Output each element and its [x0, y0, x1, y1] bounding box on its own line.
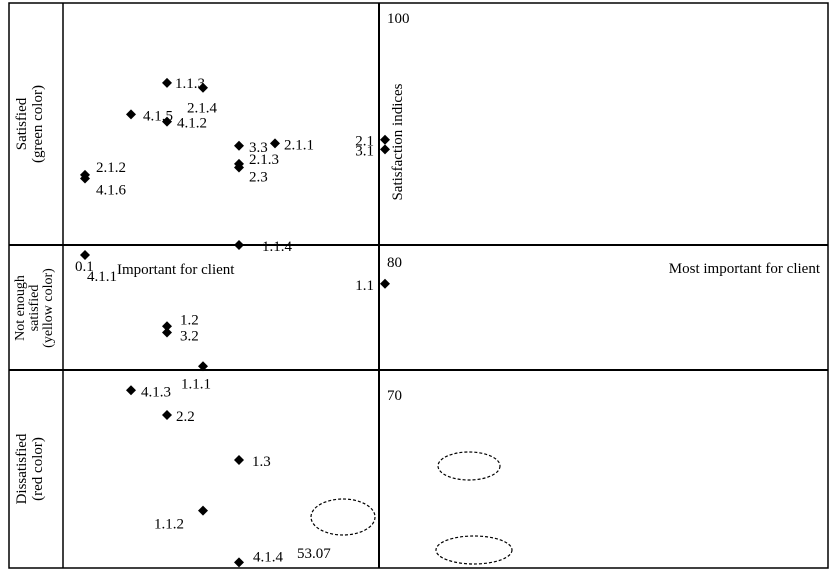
band-label-dissatisfied-line2: (red color) — [30, 437, 46, 501]
data-label-2-1-2: 2.1.2 — [96, 160, 126, 176]
y-tick-label-80: 80 — [387, 255, 402, 271]
data-label-3-2: 3.2 — [180, 329, 199, 345]
band-label-not-enough-line1: Not enough — [13, 275, 28, 341]
x-tick-label-0-1: 0.1 — [75, 259, 94, 275]
quadrant-label-important: Important for client — [117, 262, 235, 278]
data-label-4-1-1: 4.1.1 — [87, 269, 117, 285]
highlight-ellipse-4-1-4 — [435, 535, 513, 565]
data-point-1-2 — [162, 321, 172, 332]
data-point-2-2 — [162, 410, 172, 420]
band-label-satisfied-line2: (green color) — [30, 85, 46, 163]
data-label-2-3: 2.3 — [249, 170, 268, 186]
data-point-4-1-3 — [126, 385, 136, 396]
y-tick-label-70: 70 — [387, 388, 402, 404]
data-point-1-1-2 — [198, 505, 208, 516]
data-point-1-1-1 — [198, 361, 208, 372]
highlight-layer — [310, 451, 513, 565]
data-label-4-1-6: 4.1.6 — [96, 182, 127, 198]
data-point-4-1-4 — [234, 557, 244, 568]
data-point-2-3 — [234, 162, 244, 173]
data-point-3-2 — [162, 327, 172, 338]
band-labels: Satisfied (green color) Not enough satis… — [13, 85, 56, 504]
data-label-1-1-2: 1.1.2 — [154, 517, 184, 533]
data-point-2-1-4 — [198, 82, 208, 93]
data-label-2-1-3: 2.1.3 — [249, 152, 279, 168]
data-point-4-1-2 — [162, 116, 172, 127]
points-layer — [80, 77, 390, 568]
data-label-2-1-1: 2.1.1 — [284, 137, 314, 153]
y-axis-title: Satisfaction indices — [390, 83, 406, 200]
data-label-2-1: 2.1 — [355, 134, 374, 150]
data-point-1-3 — [234, 455, 244, 465]
outer-border — [8, 2, 829, 569]
data-label-1-1-1: 1.1.1 — [181, 376, 211, 392]
band-label-not-enough-line2: satisfied — [27, 285, 42, 332]
data-label-3-3: 3.3 — [249, 140, 268, 156]
point-labels-layer: 1.1.3 2.1.4 4.1.5 4.1.2 2.1.2 4.1.6 3.3 2.1.1 2.… — [87, 76, 374, 566]
data-point-4-1-5 — [126, 109, 136, 120]
chart-frame — [8, 2, 829, 569]
data-label-4-1-5: 4.1.5 — [143, 108, 173, 124]
data-point-1-1 — [380, 278, 390, 289]
data-point-3-3 — [234, 140, 244, 151]
data-point-1-1-4 — [234, 240, 244, 250]
y-tick-label-100: 100 — [387, 11, 410, 27]
quadrant-label-most-important: Most important for client — [669, 261, 821, 277]
data-point-2-1-1 — [270, 138, 280, 149]
data-label-2-1-4: 2.1.4 — [187, 101, 218, 117]
band-label-dissatisfied-line1: Dissatisfied — [14, 433, 30, 504]
axis-labels: Satisfaction indices 100 80 70 53.07 0.1… — [75, 11, 821, 562]
data-point-4-1-6 — [80, 173, 90, 184]
band-label-satisfied-line1: Satisfied — [14, 97, 30, 150]
data-label-4-1-3: 4.1.3 — [141, 384, 171, 400]
data-label-1-1: 1.1 — [355, 278, 374, 294]
data-label-1-1-4: 1.1.4 — [262, 239, 293, 255]
band-label-not-enough-line3: (yellow color) — [41, 268, 56, 348]
highlight-ellipse-1-3 — [437, 451, 501, 481]
data-label-4-1-4: 4.1.4 — [253, 549, 284, 565]
data-point-2-1 — [380, 134, 390, 145]
data-label-3-1: 3.1 — [355, 143, 374, 159]
data-label-1-2: 1.2 — [180, 312, 199, 328]
highlight-ellipse-1-1-2 — [310, 498, 376, 536]
y-tick-label-53-07: 53.07 — [297, 546, 331, 562]
data-label-1-3: 1.3 — [252, 454, 271, 470]
data-label-2-2: 2.2 — [176, 409, 195, 425]
data-point-1-1-3 — [162, 77, 172, 88]
data-label-4-1-2: 4.1.2 — [177, 116, 207, 132]
data-point-4-1-1 — [80, 250, 90, 260]
data-label-1-1-3: 1.1.3 — [175, 76, 205, 92]
data-point-3-1 — [380, 144, 390, 155]
